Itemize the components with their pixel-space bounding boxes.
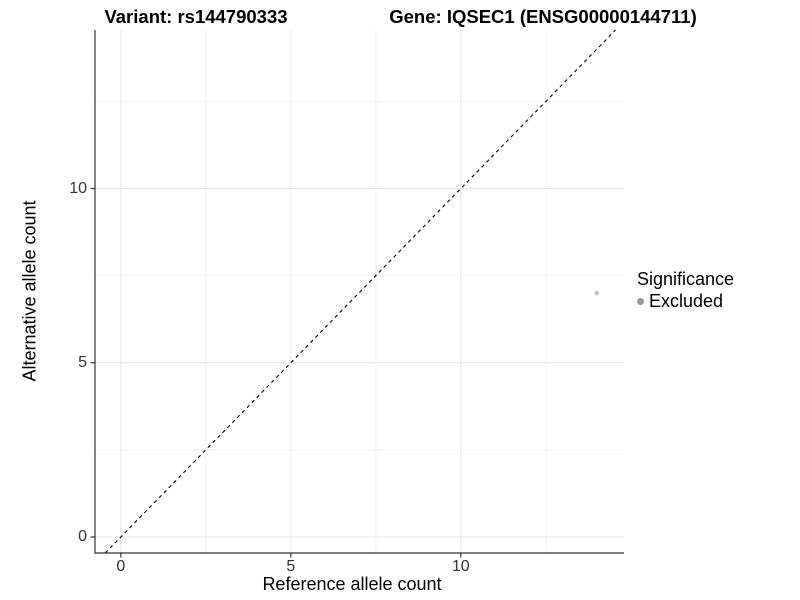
x-tick-label: 0 xyxy=(116,558,126,575)
y-axis-title: Alternative allele count xyxy=(19,200,40,382)
legend-title: Significance xyxy=(637,269,735,289)
legend-point-icon xyxy=(637,298,644,305)
x-tick-label: 5 xyxy=(286,558,296,575)
plot-title-variant: Variant: rs144790333 xyxy=(104,6,288,27)
x-axis-title: Reference allele count xyxy=(262,574,442,594)
data-point xyxy=(594,290,600,296)
y-tick-label: 0 xyxy=(78,527,87,545)
plot-title-gene: Gene: IQSEC1 (ENSG00000144711) xyxy=(389,6,697,27)
y-tick-label: 5 xyxy=(78,353,87,371)
x-tick-label: 10 xyxy=(451,558,470,575)
y-tick-label: 10 xyxy=(69,179,87,197)
identity-reference-line xyxy=(104,29,616,554)
legend-item-excluded: Excluded xyxy=(637,291,734,312)
legend: Significance Excluded xyxy=(637,269,734,312)
legend-item-label: Excluded xyxy=(649,291,724,311)
